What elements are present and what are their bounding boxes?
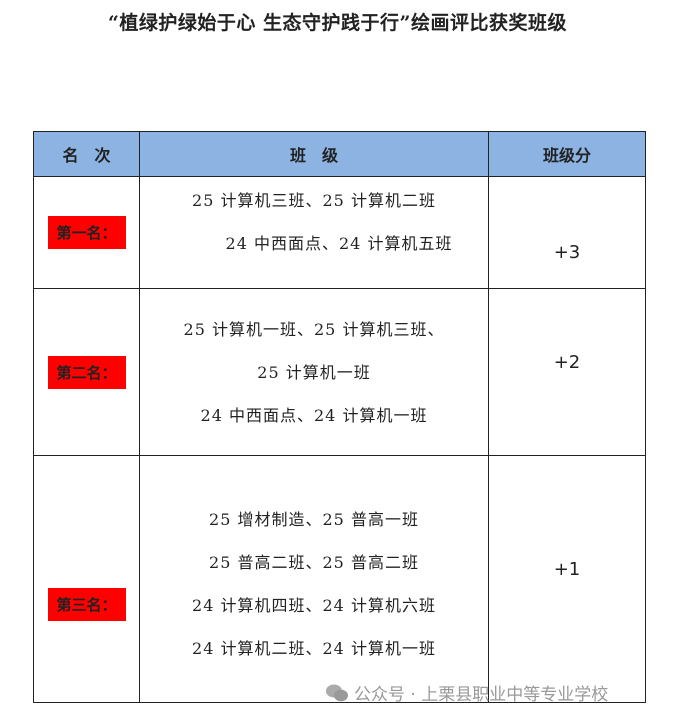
score-cell: +3	[488, 176, 646, 289]
rank-cell: 第一名：	[33, 176, 140, 289]
class-line: 25 计算机一班、25 计算机三班、	[183, 319, 445, 339]
rank-badge: 第二名：	[47, 355, 126, 389]
class-cell: 25 增材制造、25 普高一班 25 普高二班、25 普高二班 24 计算机四班…	[139, 455, 489, 703]
header-rank: 名 次	[33, 131, 140, 177]
header-class: 班 级	[139, 131, 489, 177]
class-line: 24 计算机二班、24 计算机一班	[192, 639, 436, 658]
class-line: 25 普高二班、25 普高二班	[209, 553, 419, 572]
score: +2	[553, 351, 581, 373]
class-cell: 25 计算机一班、25 计算机三班、 25 计算机一班 24 中西面点、24 计…	[139, 288, 489, 456]
table-header: 名 次 班 级 班级分	[33, 131, 646, 177]
score-cell: +1	[488, 455, 646, 703]
class-line: 24 计算机四班、24 计算机六班	[192, 596, 436, 615]
class-line: 25 计算机三班、25 计算机二班	[192, 191, 436, 210]
class-line: 25 增材制造、25 普高一班	[209, 510, 419, 529]
class-line: 24 中西面点、24 计算机五班	[225, 234, 453, 253]
table-row: 第三名： 25 增材制造、25 普高一班 25 普高二班、25 普高二班 24 …	[33, 455, 646, 703]
table-row: 第二名： 25 计算机一班、25 计算机三班、 25 计算机一班 24 中西面点…	[33, 288, 646, 456]
page-title: “植绿护绿始于心 生态守护践于行”绘画评比获奖班级	[108, 12, 567, 34]
rank-cell: 第三名：	[33, 455, 140, 703]
score: +1	[553, 558, 581, 580]
watermark-text: 公众号 · 上栗县职业中等专业学校	[354, 685, 609, 705]
class-cell: 25 计算机三班、25 计算机二班 24 中西面点、24 计算机五班	[139, 176, 489, 289]
rank-badge: 第一名：	[47, 216, 126, 249]
header-score: 班级分	[488, 131, 646, 177]
score: +3	[553, 242, 581, 263]
rank-cell: 第二名：	[33, 288, 140, 456]
rank-badge: 第三名：	[47, 587, 126, 621]
wechat-icon	[326, 684, 348, 702]
score-cell: +2	[488, 288, 646, 456]
table-row: 第一名： 25 计算机三班、25 计算机二班 24 中西面点、24 计算机五班 …	[33, 176, 646, 289]
class-line: 25 计算机一班	[257, 362, 371, 382]
class-line: 24 中西面点、24 计算机一班	[200, 405, 428, 425]
watermark: 公众号 · 上栗县职业中等专业学校	[326, 680, 608, 705]
awards-table: 名 次 班 级 班级分 第一名： 25 计算机三班、25 计算机二班 24 中西…	[33, 131, 646, 703]
